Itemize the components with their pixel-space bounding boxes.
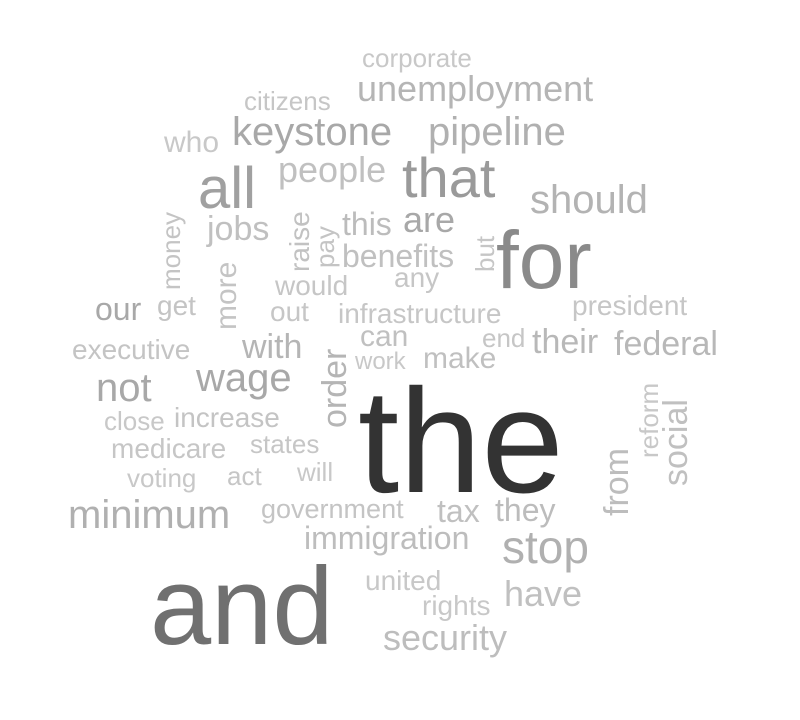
word-are: are [403,199,456,240]
word-people: people [278,149,387,190]
word-immigration: immigration [304,520,470,556]
word-the: the [358,359,564,524]
word-benefits: benefits [342,238,455,274]
word-would: would [275,270,349,301]
word-united: united [365,565,442,596]
word-get: get [157,290,196,321]
word-and: and [150,545,334,668]
word-citizens: citizens [244,86,331,116]
word-states: states [250,429,320,459]
word-act: act [227,461,262,491]
word-executive: executive [72,334,191,365]
word-this: this [342,206,392,242]
word-tax: tax [437,493,480,529]
word-voting: voting [127,463,197,493]
word-security: security [383,617,508,658]
word-medicare: medicare [111,433,227,464]
word-close: close [104,406,165,436]
word-federal: federal [614,325,718,363]
word-keystone: keystone [232,110,393,154]
word-work: work [355,348,406,375]
word-order: order [316,348,354,428]
word-unemployment: unemployment [357,68,594,109]
word-rights: rights [422,590,491,621]
word-but: but [470,235,500,272]
word-wage: wage [196,356,292,400]
word-government: government [261,494,404,524]
word-not: not [96,366,152,410]
word-minimum: minimum [68,493,231,537]
word-all: all [198,156,257,221]
word-infrastructure: infrastructure [338,298,502,329]
word-jobs: jobs [207,210,270,248]
word-they: they [495,492,556,528]
word-from: from [598,448,636,516]
word-make: make [423,342,497,375]
word-stop: stop [502,521,589,573]
word-that: that [402,146,496,209]
word-pipeline: pipeline [428,110,566,154]
word-corporate: corporate [362,43,472,73]
word-will: will [297,457,334,487]
word-with: with [242,328,303,366]
word-who: who [164,126,220,159]
word-have: have [504,573,583,614]
word-our: our [95,291,142,327]
word-more: more [210,261,243,330]
word-pay: pay [310,226,340,268]
word-end: end [482,323,526,353]
word-social: social [657,399,695,486]
word-money: money [156,211,186,290]
word-can: can [360,320,409,353]
word-increase: increase [174,402,280,433]
word-out: out [270,296,309,327]
word-any: any [394,262,440,293]
word-president: president [572,290,688,321]
word-for: for [496,215,592,306]
word-should: should [530,178,648,222]
word-their: their [532,323,599,361]
